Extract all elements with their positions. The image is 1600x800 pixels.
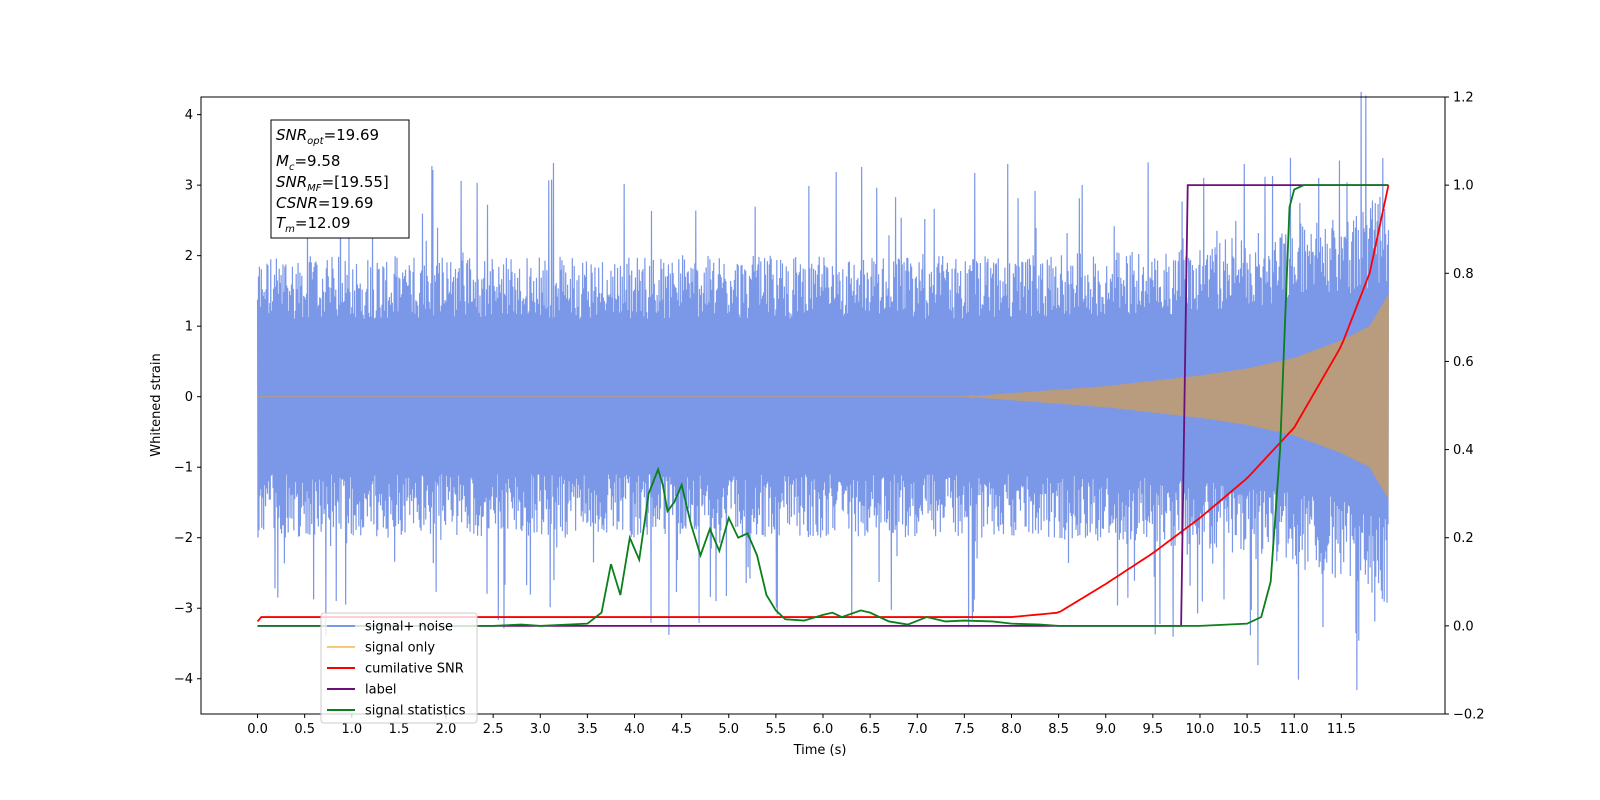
legend-label: signal+ noise: [365, 620, 453, 635]
y-right-tick-label: 0.2: [1453, 531, 1474, 546]
y-axis-left: −4 −3 −2 −1 0 1 2 3 4: [174, 108, 201, 687]
x-axis: 0.0 0.5 1.0 1.5 2.0 2.5 3.0 3.5 4.0 4.5 5.0 5.5 6.0 6…: [247, 714, 1356, 737]
x-tick-label: 7.5: [954, 722, 975, 737]
x-tick-label: 10.5: [1233, 722, 1262, 737]
series-signal-statistics: [257, 184, 1389, 627]
info-snr-mf: SNRMF=[19.55]: [276, 173, 389, 194]
x-tick-label: 5.0: [718, 722, 739, 737]
x-tick-label: 8.0: [1001, 722, 1022, 737]
x-tick-label: 7.0: [907, 722, 928, 737]
legend-frame: [320, 612, 478, 724]
x-tick-label: 9.5: [1143, 722, 1164, 737]
legend-label: label: [365, 683, 396, 698]
y-right-tick-label: 1.0: [1453, 179, 1474, 194]
x-tick-label: 1.5: [389, 722, 410, 737]
x-tick-label: 11.5: [1327, 722, 1356, 737]
y-left-tick-label: −2: [174, 531, 193, 546]
x-tick-label: 8.5: [1048, 722, 1069, 737]
x-tick-label: 2.5: [483, 722, 504, 737]
info-tm: Tm=12.09: [276, 214, 350, 235]
y-right-tick-label: 0.8: [1453, 267, 1474, 282]
y-left-tick-label: 3: [185, 179, 193, 194]
x-tick-label: 10.0: [1185, 722, 1214, 737]
x-tick-label: 6.0: [813, 722, 834, 737]
x-tick-label: 9.0: [1095, 722, 1116, 737]
y-left-tick-label: 1: [185, 320, 193, 335]
series-label: [257, 184, 1389, 627]
y-left-tick-label: 2: [185, 249, 193, 264]
legend-label: cumilative SNR: [365, 662, 464, 677]
x-tick-label: 3.5: [577, 722, 598, 737]
y-right-tick-label: −0.2: [1453, 708, 1485, 723]
x-tick-label: 0.0: [247, 722, 268, 737]
legend-label: signal statistics: [365, 704, 466, 719]
info-snr-opt: SNRopt=19.69: [276, 126, 379, 147]
info-box-frame: [270, 119, 410, 239]
x-tick-label: 0.5: [294, 722, 315, 737]
y-right-tick-label: 0.4: [1453, 443, 1474, 458]
y-right-tick-label: 0.0: [1453, 619, 1474, 634]
x-tick-label: 5.5: [766, 722, 787, 737]
y-right-tick-label: 0.6: [1453, 355, 1474, 370]
y-left-tick-label: 4: [185, 108, 193, 123]
legend: signal+ noise signal only cumilative SNR la…: [320, 612, 478, 724]
x-tick-label: 4.5: [671, 722, 692, 737]
info-csnr: CSNR=19.69: [276, 194, 373, 212]
y-axis-right: −0.2 0.0 0.2 0.4 0.6 0.8 1.0 1.2: [1445, 91, 1485, 723]
series-signal-only: [257, 294, 1389, 499]
y-axis-label: Whitened strain: [149, 353, 164, 456]
legend-label: signal only: [365, 641, 435, 656]
x-tick-label: 11.0: [1280, 722, 1309, 737]
y-right-tick-label: 1.2: [1453, 91, 1474, 106]
y-left-tick-label: −4: [174, 672, 193, 687]
series-signal-noise: [256, 91, 1390, 691]
y-left-tick-label: −1: [174, 461, 193, 476]
x-tick-label: 4.0: [624, 722, 645, 737]
x-tick-label: 2.0: [436, 722, 457, 737]
info-box: SNRopt=19.69 Mc=9.58 SNRMF=[19.55] CSNR=…: [270, 119, 410, 239]
info-mc: Mc=9.58: [276, 152, 340, 173]
x-tick-label: 3.0: [530, 722, 551, 737]
y-left-tick-label: −3: [174, 602, 193, 617]
x-axis-label: Time (s): [793, 743, 847, 758]
x-tick-label: 6.5: [860, 722, 881, 737]
x-tick-label: 1.0: [341, 722, 362, 737]
y-left-tick-label: 0: [185, 390, 193, 405]
